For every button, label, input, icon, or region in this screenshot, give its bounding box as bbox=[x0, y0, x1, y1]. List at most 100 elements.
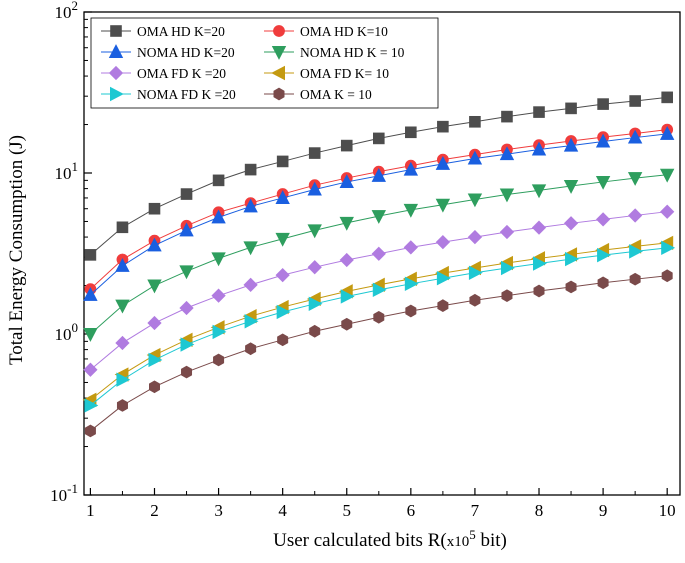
legend-marker bbox=[110, 25, 122, 37]
data-point bbox=[149, 380, 160, 394]
data-point bbox=[403, 203, 419, 218]
data-point bbox=[501, 110, 513, 123]
series-2 bbox=[83, 126, 675, 301]
data-point bbox=[659, 126, 675, 140]
x-tick-label: 3 bbox=[214, 501, 223, 520]
data-point bbox=[212, 324, 227, 340]
y-tick-label: 100 bbox=[55, 320, 79, 344]
data-point bbox=[499, 188, 515, 203]
data-point bbox=[531, 220, 547, 235]
series-line bbox=[90, 247, 668, 406]
data-point bbox=[179, 300, 194, 316]
data-point bbox=[629, 95, 641, 107]
legend-marker bbox=[273, 87, 285, 101]
data-point bbox=[307, 181, 322, 196]
data-point bbox=[116, 399, 128, 412]
x-tick-label: 10 bbox=[659, 501, 676, 520]
data-point bbox=[565, 102, 577, 115]
legend-box bbox=[90, 17, 439, 109]
data-point bbox=[469, 293, 481, 307]
data-point bbox=[309, 324, 321, 338]
data-point bbox=[563, 137, 579, 152]
data-point bbox=[244, 314, 259, 329]
x-tick-label: 4 bbox=[278, 501, 287, 520]
legend-label: OMA HD K=20 bbox=[137, 24, 225, 39]
data-point bbox=[659, 168, 675, 183]
data-point bbox=[275, 268, 290, 283]
legend-item: OMA HD K=10 bbox=[264, 24, 388, 39]
data-point bbox=[115, 299, 130, 314]
data-point bbox=[468, 265, 483, 280]
data-point bbox=[308, 147, 321, 159]
data-point bbox=[245, 342, 257, 356]
data-point bbox=[629, 272, 641, 286]
legend-marker bbox=[273, 25, 285, 37]
data-point bbox=[597, 276, 609, 290]
data-point bbox=[180, 188, 193, 200]
legend-item: NOMA HD K=20 bbox=[101, 44, 235, 60]
data-point bbox=[83, 327, 98, 342]
series-1 bbox=[84, 123, 674, 296]
data-point bbox=[563, 180, 579, 194]
x-ticks: 1 2 3 4 5 6 7 8 9 10 bbox=[86, 488, 676, 520]
data-point bbox=[595, 212, 611, 227]
data-point bbox=[372, 132, 385, 145]
data-point bbox=[116, 372, 131, 387]
data-point bbox=[308, 296, 323, 312]
series-3 bbox=[83, 168, 675, 342]
legend-marker bbox=[271, 65, 286, 81]
legend-item: OMA HD K=20 bbox=[101, 24, 225, 39]
data-point bbox=[244, 163, 257, 176]
data-point bbox=[661, 91, 673, 104]
series-4 bbox=[83, 204, 675, 377]
data-point bbox=[595, 175, 611, 190]
data-point bbox=[435, 155, 451, 170]
legend-label: OMA HD K=10 bbox=[300, 24, 388, 39]
data-point bbox=[277, 333, 289, 347]
legend-label: NOMA HD K=20 bbox=[137, 45, 235, 60]
series-line bbox=[90, 129, 668, 290]
legend: OMA HD K=20 OMA HD K=10 NOMA HD K=20 NOMA H… bbox=[90, 17, 439, 109]
x-tick-label: 2 bbox=[150, 501, 159, 520]
y-tick-label: 101 bbox=[55, 159, 79, 183]
data-point bbox=[467, 229, 483, 245]
data-point bbox=[307, 224, 322, 239]
y-major-ticks: 10-1 100 101 102 bbox=[50, 0, 92, 505]
data-point bbox=[404, 276, 419, 292]
data-point bbox=[629, 244, 643, 259]
data-point bbox=[467, 193, 483, 208]
data-point bbox=[147, 237, 162, 252]
data-point bbox=[405, 126, 417, 139]
data-point bbox=[115, 258, 130, 272]
legend-label: NOMA FD K =20 bbox=[137, 87, 236, 102]
y-tick-label: 10-1 bbox=[50, 481, 78, 505]
data-point bbox=[147, 279, 162, 294]
data-point bbox=[211, 288, 226, 303]
data-point bbox=[211, 252, 226, 267]
data-point bbox=[83, 287, 98, 301]
data-point bbox=[499, 224, 515, 240]
data-point bbox=[243, 277, 258, 292]
data-point bbox=[243, 241, 258, 256]
data-point bbox=[179, 265, 194, 280]
y-axis-title: Total Energy Consumption (J) bbox=[6, 135, 27, 365]
data-point bbox=[435, 198, 451, 213]
data-point bbox=[467, 150, 483, 165]
x-tick-label: 1 bbox=[86, 501, 95, 520]
data-point bbox=[340, 139, 353, 152]
data-point bbox=[373, 310, 385, 324]
x-tick-label: 7 bbox=[471, 501, 480, 520]
data-point bbox=[275, 190, 290, 204]
x-tick-label: 8 bbox=[535, 501, 544, 520]
data-point bbox=[533, 256, 547, 271]
data-point bbox=[371, 210, 386, 224]
legend-marker bbox=[271, 45, 287, 60]
data-point bbox=[340, 289, 355, 304]
series-6 bbox=[84, 240, 676, 413]
data-point bbox=[148, 202, 161, 215]
series-7 bbox=[84, 269, 673, 438]
data-point bbox=[339, 216, 354, 231]
x-axis-title: User calculated bits R(x105 bit) bbox=[273, 527, 507, 551]
data-point bbox=[437, 299, 449, 312]
data-point bbox=[595, 133, 611, 148]
